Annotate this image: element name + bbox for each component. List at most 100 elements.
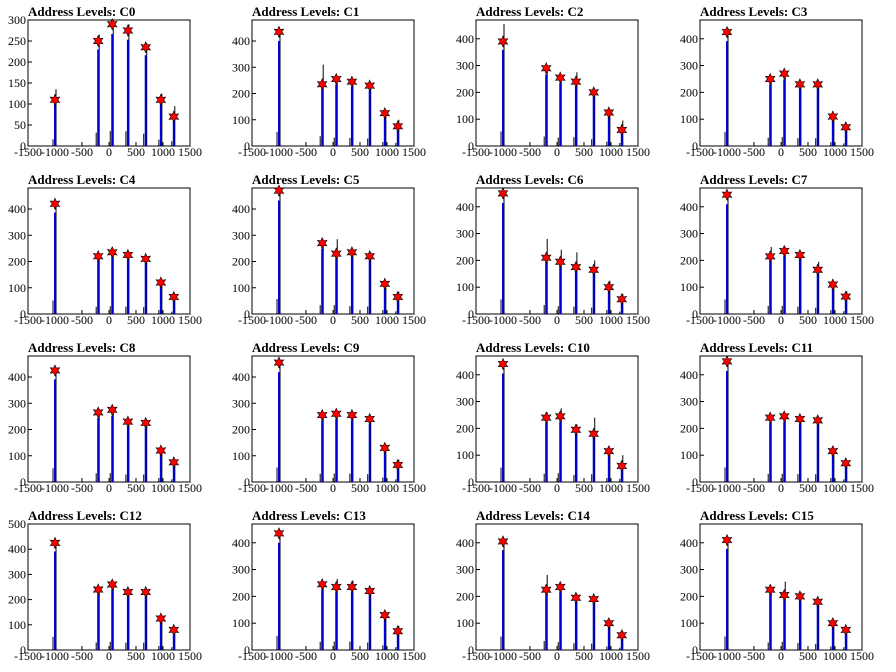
y-tick-label: 0 (692, 139, 698, 153)
y-tick-label: 200 (456, 589, 474, 603)
chart-svg: -1500 -1000 -500 0 500 1000 1500 0 100 200 300 400 (680, 187, 874, 327)
peak-marker (570, 75, 582, 88)
peak-marker (540, 62, 552, 75)
y-tick-label: 200 (232, 423, 250, 437)
x-tick-label: -1000 (265, 649, 293, 663)
peak-marker (168, 456, 180, 469)
x-tick-label: 0 (330, 313, 336, 327)
peak-marker (570, 591, 582, 604)
x-tick-label: -500 (519, 145, 541, 159)
x-tick-label: 1000 (599, 481, 623, 495)
y-tick-label: 0 (20, 139, 26, 153)
peak-marker (122, 248, 134, 262)
y-tick-label: 500 (8, 517, 26, 531)
peak-marker (812, 414, 824, 427)
y-tick-label: 200 (232, 589, 250, 603)
peak-marker (49, 93, 61, 107)
peak-marker (346, 408, 358, 422)
x-tick-label: -1000 (489, 649, 517, 663)
peak-marker (554, 580, 566, 594)
x-tick-label: 1000 (375, 481, 399, 495)
peak-marker (827, 444, 839, 458)
y-tick-label: 300 (8, 13, 26, 27)
x-tick-label: -1000 (713, 145, 741, 159)
peak-marker (155, 93, 167, 107)
x-tick-label: 1500 (850, 649, 874, 663)
chart-title: Address Levels: C13 (252, 508, 366, 523)
x-tick-label: -1500 (238, 145, 266, 159)
peak-marker (540, 583, 552, 596)
y-tick-label: 400 (456, 536, 474, 550)
y-tick-label: 200 (680, 589, 698, 603)
y-tick-label: 50 (14, 118, 26, 132)
peak-marker (273, 356, 285, 369)
x-tick-label: -500 (295, 145, 317, 159)
y-tick-label: 300 (456, 227, 474, 241)
x-tick-label: -500 (295, 649, 317, 663)
x-tick-label: 1000 (599, 313, 623, 327)
x-tick-label: 0 (554, 313, 560, 327)
x-tick-label: 500 (575, 649, 593, 663)
y-tick-label: 100 (680, 448, 698, 462)
y-tick-label: 400 (8, 370, 26, 384)
chart-title: Address Levels: C6 (476, 172, 584, 187)
x-tick-label: -1000 (713, 649, 741, 663)
x-tick-label: 1500 (850, 481, 874, 495)
peak-marker (92, 34, 104, 48)
chart-svg: -1500 -1000 -500 0 500 1000 1500 0 100 200 300 400 (680, 355, 874, 495)
x-tick-label: 1000 (599, 145, 623, 159)
peak-marker (570, 260, 582, 274)
peak-marker (49, 536, 61, 550)
chart-svg: -1500 -1000 -500 0 500 1000 1500 0 100 200 300 400 (456, 355, 650, 495)
peak-marker (364, 79, 376, 92)
x-tick-label: -1500 (686, 649, 714, 663)
chart-title: Address Levels: C12 (28, 508, 142, 523)
peak-marker (392, 120, 404, 133)
peak-marker (603, 106, 615, 119)
y-tick-label: 400 (232, 202, 250, 216)
y-tick-label: 100 (232, 281, 250, 295)
peak-marker (778, 244, 790, 258)
y-tick-label: 0 (468, 475, 474, 489)
x-tick-label: 1000 (599, 649, 623, 663)
y-tick-label: 0 (692, 307, 698, 321)
peak-marker (330, 407, 342, 420)
x-tick-label: -500 (743, 145, 765, 159)
peak-marker (92, 406, 104, 419)
x-tick-label: 0 (778, 481, 784, 495)
peak-marker (122, 585, 134, 599)
y-tick-label: 400 (8, 542, 26, 556)
y-tick-label: 100 (456, 280, 474, 294)
chart-title: Address Levels: C10 (476, 340, 590, 355)
peak-marker (840, 290, 852, 303)
peak-marker (316, 408, 328, 422)
x-tick-label: 1000 (823, 145, 847, 159)
peak-marker (392, 625, 404, 638)
peak-marker (764, 411, 776, 424)
peak-marker (603, 444, 615, 458)
x-tick-label: 1000 (823, 313, 847, 327)
peak-marker (616, 293, 628, 306)
x-tick-label: -1500 (14, 649, 42, 663)
x-tick-label: -1000 (41, 313, 69, 327)
y-tick-label: 0 (692, 643, 698, 657)
x-tick-label: 1000 (375, 649, 399, 663)
peak-marker (721, 25, 733, 39)
x-tick-label: 1500 (626, 313, 650, 327)
y-tick-label: 100 (680, 112, 698, 126)
chart-title: Address Levels: C14 (476, 508, 590, 523)
x-tick-label: -1000 (489, 145, 517, 159)
peak-marker (778, 67, 790, 80)
chart-panel-c3: Address Levels: C3 -1500 -1000 -500 0 500 1000… (672, 0, 896, 168)
plot-frame (475, 187, 639, 315)
peak-marker (168, 623, 180, 637)
peak-marker (273, 527, 285, 540)
y-tick-label: 400 (456, 200, 474, 214)
peak-marker (155, 276, 167, 289)
y-tick-label: 0 (244, 643, 250, 657)
y-tick-label: 300 (680, 395, 698, 409)
y-tick-label: 300 (8, 567, 26, 581)
x-tick-label: 1500 (626, 481, 650, 495)
peak-marker (155, 444, 167, 457)
chart-panel-c1: Address Levels: C1 -1500 -1000 -500 0 500 1000… (224, 0, 448, 168)
